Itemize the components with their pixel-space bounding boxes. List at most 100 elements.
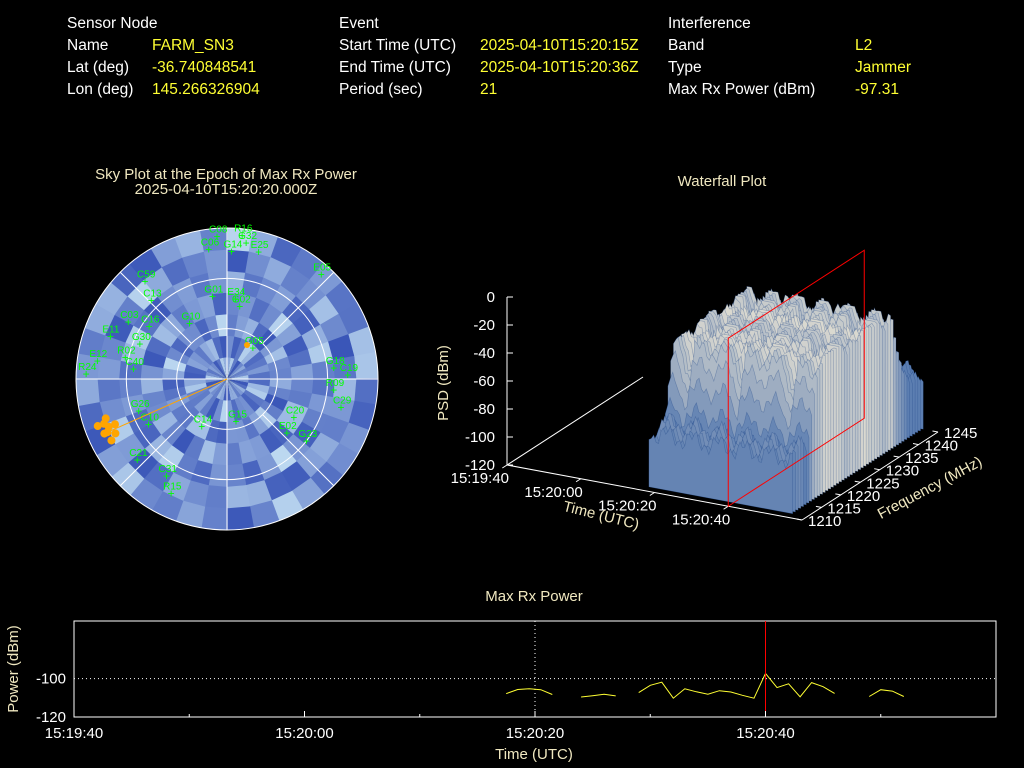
type-label: Type (668, 59, 702, 76)
waterfall-freq-tick (912, 443, 919, 446)
skyplot-heat-cell (226, 335, 235, 358)
skyplot-satellite-marker: + (209, 289, 216, 303)
skyplot-satellite-label: C31 (159, 464, 178, 475)
skyplot-heat-cell (227, 379, 242, 399)
node-lon-label: Lon (deg) (67, 81, 134, 98)
skyplot-heat-cell (234, 314, 250, 339)
waterfall-surface (648, 286, 924, 515)
skyplot-heat-cell (193, 345, 214, 366)
skyplot-satellite-marker: + (344, 368, 351, 382)
skyplot-heat-cell (183, 371, 206, 380)
skyplot-heat-cell (241, 317, 260, 342)
waterfall-time-tick (649, 492, 655, 496)
skyplot-heat-cell (259, 336, 284, 358)
skyplot-satellite-label: G05 (245, 336, 264, 347)
skyplot-heat-cell (301, 408, 330, 434)
skyplot-heat-cell (174, 229, 206, 258)
node-name-value: FARM_SN3 (152, 37, 234, 54)
power-series-line (581, 693, 616, 698)
skyplot-heat-cell (226, 442, 243, 466)
skyplot-satellites: +C08 +R16+G32+C06+G14 +E25+E05+C59+C13 +G01… (78, 224, 358, 501)
power-series-line (506, 688, 553, 695)
skyplot-heat-cell (189, 272, 213, 299)
skyplot-heat-cell (307, 341, 334, 365)
skyplot-heat-cell (226, 379, 231, 402)
skyplot-heat-cell (226, 506, 255, 530)
waterfall-time-tick-label: 15:20:00 (524, 484, 582, 501)
skyplot-heat-cell (183, 363, 207, 376)
skyplot-heat-cell (270, 490, 304, 522)
skyplot-satellite-marker: + (145, 417, 152, 431)
skyplot-heat-cell (198, 341, 217, 363)
skyplot-heat-cell (95, 443, 129, 478)
skyplot-heat-cell (207, 379, 227, 394)
skyplot-heat-cell (204, 314, 220, 339)
skyplot-heat-cell (114, 294, 145, 326)
power-y-label: Power (dBm) (5, 625, 22, 713)
skyplot-heat-cell (234, 419, 250, 444)
skyplot-heat-cell (207, 364, 227, 379)
skyplot-heat-cell (226, 463, 247, 488)
skyplot-jammer-point (100, 429, 109, 438)
waterfall-title: Waterfall Plot (677, 173, 767, 190)
skyplot-heat-cell (204, 397, 220, 421)
skyplot-heat-cell (241, 459, 265, 486)
waterfall-z-label: PSD (dBm) (435, 345, 452, 421)
skyplot-satellite-label: E25 (251, 240, 269, 251)
skyplot-heat-cell (267, 356, 292, 372)
skyplot-satellite-marker: + (255, 245, 262, 259)
skyplot-spoke (262, 414, 335, 487)
skyplot-satellite-marker: + (122, 350, 129, 364)
skyplot-heat-cell (172, 453, 198, 482)
skyplot-heat-cell (161, 378, 185, 391)
skyplot-heat-cell (325, 280, 359, 315)
skyplot-jammer-point (110, 420, 119, 429)
skyplot-jammer-direction (107, 378, 228, 433)
skyplot-satellite-label: C14 (194, 414, 213, 425)
skyplot-heat-cell (199, 228, 228, 252)
skyplot-heat-cell (227, 379, 235, 401)
waterfall-freq-tick (893, 455, 900, 458)
skyplot-grid (75, 227, 379, 531)
waterfall-freq-tick-label: 1240 (925, 438, 958, 455)
skyplot-satellite-marker: + (249, 341, 256, 355)
max-power-label: Max Rx Power (dBm) (668, 81, 816, 98)
skyplot-heat-cell (227, 371, 249, 379)
skyplot-heat-cell (276, 411, 303, 436)
skyplot-heat-cell (247, 382, 271, 395)
skyplot-satellite-marker: + (330, 383, 337, 397)
skyplot-heat-cell (301, 324, 330, 350)
skyplot-heat-cell (227, 359, 242, 379)
skyplot-satellite-label: E34 (227, 287, 245, 298)
skyplot-heat-cell (227, 367, 248, 379)
skyplot-heat-cell (248, 371, 271, 380)
skyplot-heat-cell (211, 292, 228, 316)
skyplot-heat-cell (245, 250, 273, 278)
skyplot-satellite-marker: + (83, 367, 90, 381)
skyplot-heat-cell (354, 351, 378, 380)
waterfall-z-tick-label: -120 (465, 457, 495, 474)
skyplot-heat-cell (276, 322, 303, 347)
skyplot-satellite-marker: + (330, 361, 337, 375)
skyplot-jammer (93, 342, 250, 445)
skyplot-satellite-label: C59 (137, 269, 156, 280)
power-grid (74, 621, 996, 717)
skyplot-satellite-marker: + (243, 236, 250, 250)
waterfall-freq-tick (854, 480, 861, 483)
skyplot-heat-cell (354, 378, 378, 407)
waterfall-z-tick-label: -40 (473, 345, 495, 362)
skyplot-heat-cell (309, 432, 340, 464)
skyplot-heat-cell (234, 397, 250, 421)
skyplot-heat-cell (170, 336, 195, 358)
skyplot-heat-cell (237, 395, 256, 417)
waterfall-freq-tick (815, 505, 822, 508)
skyplot-heat-cell (226, 270, 247, 295)
waterfall-time-tick-label: 15:20:20 (598, 498, 656, 515)
skyplot-heat-cell (198, 395, 217, 417)
skyplot-heat-cell (141, 389, 167, 410)
skyplot-heat-cell (226, 421, 239, 445)
event-period-value: 21 (480, 81, 498, 98)
skyplot-heat-cell (189, 389, 211, 408)
skyplot-heat-cell (227, 379, 248, 391)
skyplot-heat-cell (172, 276, 198, 305)
